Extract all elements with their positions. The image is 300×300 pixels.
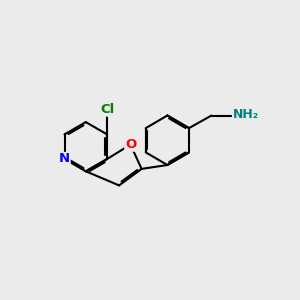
Text: NH₂: NH₂: [232, 107, 259, 121]
Text: Cl: Cl: [100, 103, 114, 116]
Text: O: O: [125, 138, 136, 151]
Text: N: N: [59, 152, 70, 166]
